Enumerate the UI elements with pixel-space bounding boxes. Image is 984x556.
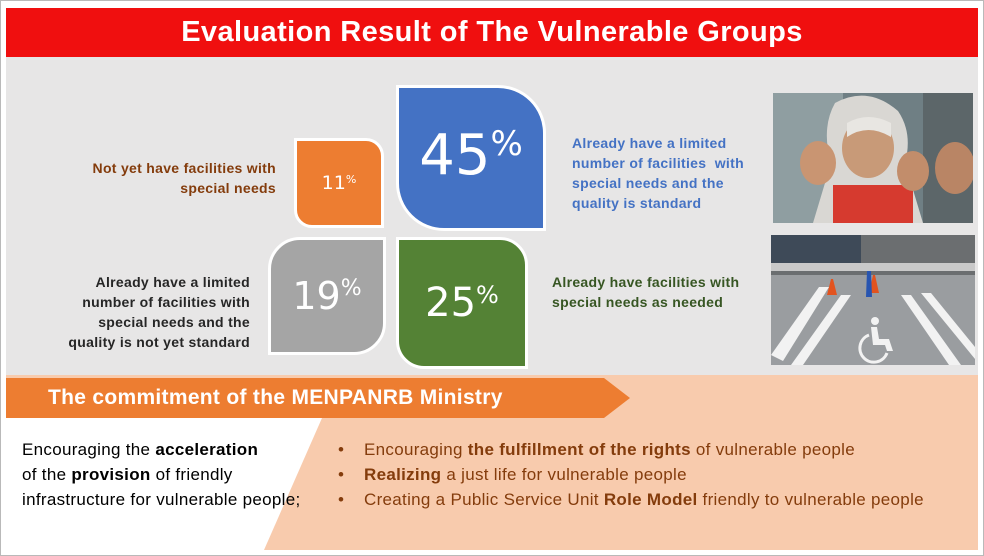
- statement-bold: provision: [71, 465, 151, 484]
- photo-girl-illustration: [773, 93, 973, 223]
- tile-not-yet-facilities: 11%: [294, 138, 384, 228]
- label-limited-not-standard: Already have a limited number of facilit…: [40, 272, 250, 352]
- commitment-statement: Encouraging the acceleration of the prov…: [22, 437, 312, 512]
- tile-value: 25: [425, 280, 477, 326]
- label-line: Already have a limited: [572, 135, 727, 151]
- commitment-banner: [6, 378, 630, 418]
- bullet-text: a just life for vulnerable people: [441, 465, 687, 484]
- tile-limited-standard: 45%: [396, 85, 546, 231]
- tile-value: 19: [292, 274, 341, 318]
- tile-value: 45: [419, 122, 491, 188]
- percent-sign: %: [490, 124, 523, 164]
- commitment-left-box: [6, 418, 322, 550]
- photo-parking-illustration: [771, 235, 975, 365]
- bullet-bold: Role Model: [603, 490, 698, 509]
- label-line: special needs and the: [98, 314, 250, 330]
- label-line: number of facilities with: [82, 294, 250, 310]
- commitment-list: • Encouraging the fulfillment of the rig…: [338, 437, 968, 512]
- bullet-bold: Realizing: [364, 465, 442, 484]
- list-item: • Encouraging the fulfillment of the rig…: [338, 437, 968, 462]
- bullet-bold: the fulfillment of the rights: [467, 440, 691, 459]
- percent-sign: %: [476, 281, 499, 309]
- label-facilities-as-needed: Already have facilities with special nee…: [552, 272, 762, 312]
- bullet-text: Encouraging: [364, 440, 468, 459]
- bullet-icon: •: [338, 440, 345, 459]
- label-not-yet-facilities: Not yet have facilities with special nee…: [60, 158, 276, 198]
- label-line: special needs: [180, 180, 276, 196]
- label-line: number of facilities with: [572, 155, 744, 171]
- bullet-icon: •: [338, 490, 345, 509]
- bullet-text: of vulnerable people: [690, 440, 856, 459]
- statement-text: of friendly infrastructure for vulnerabl…: [22, 465, 301, 509]
- percent-sign: %: [345, 172, 357, 186]
- label-limited-standard: Already have a limited number of facilit…: [572, 133, 772, 213]
- percent-sign: %: [340, 275, 362, 301]
- tile-limited-not-standard: 19%: [268, 237, 386, 355]
- bullet-text: friendly to vulnerable people: [697, 490, 924, 509]
- label-line: special needs and the: [572, 175, 724, 191]
- photo-girl-sign-language: [773, 93, 973, 223]
- statement-text: of the: [22, 465, 72, 484]
- label-line: special needs as needed: [552, 294, 724, 310]
- statement-bold: acceleration: [155, 440, 259, 459]
- list-item: • Realizing a just life for vulnerable p…: [338, 462, 968, 487]
- label-line: Already have facilities with: [552, 274, 740, 290]
- bullet-text: Creating a Public Service Unit: [364, 490, 604, 509]
- tile-facilities-as-needed: 25%: [396, 237, 528, 369]
- label-line: Already have a limited: [95, 274, 250, 290]
- list-item: • Creating a Public Service Unit Role Mo…: [338, 487, 968, 512]
- label-line: Not yet have facilities with: [92, 160, 276, 176]
- label-line: quality is not yet standard: [68, 334, 250, 350]
- bullet-icon: •: [338, 465, 345, 484]
- label-line: quality is standard: [572, 195, 702, 211]
- tile-value: 11: [321, 172, 346, 194]
- statement-text: Encouraging the: [22, 440, 156, 459]
- slide-title: Evaluation Result of The Vulnerable Grou…: [6, 8, 978, 57]
- photo-accessible-parking: [771, 235, 975, 365]
- commitment-title: The commitment of the MENPANRB Ministry: [48, 386, 503, 409]
